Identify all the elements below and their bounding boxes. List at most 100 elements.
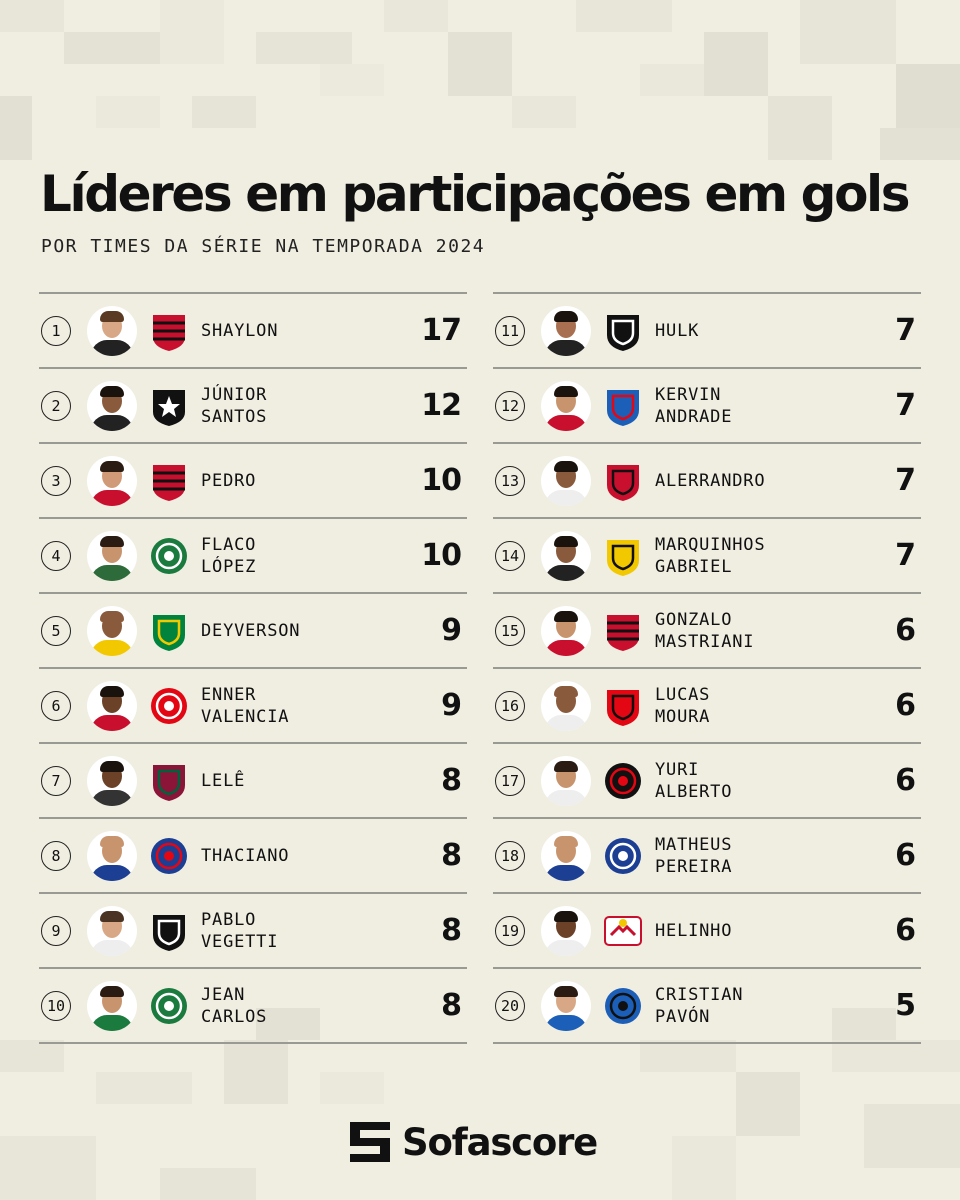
background-pixel-block — [320, 64, 384, 96]
player-name: ENNER VALENCIA — [201, 684, 441, 728]
player-photo — [541, 380, 591, 431]
ranking-row: 11 HULK 7 — [493, 294, 921, 369]
player-name: THACIANO — [201, 845, 441, 867]
player-photo — [87, 980, 137, 1031]
player-hair — [100, 385, 124, 397]
background-pixel-block — [256, 1008, 320, 1040]
sofascore-footer: Sofascore — [350, 1120, 598, 1164]
player-name-line: ALERRANDRO — [655, 470, 766, 491]
background-pixel-block — [96, 96, 160, 128]
background-pixel-block — [384, 0, 448, 32]
bahia-crest-icon — [149, 834, 189, 878]
player-shirt — [91, 414, 133, 431]
player-name-line: LELÊ — [201, 770, 246, 791]
player-name: CRISTIAN PAVÓN — [655, 984, 895, 1028]
ranking-column-right: 11 HULK 7 12 KERVIN ANDRADE 7 13 ALERRANDRO 7 14 MA… — [493, 292, 921, 1044]
background-pixel-block — [640, 1040, 736, 1072]
cruzeiro-crest-icon — [603, 834, 643, 878]
ranking-row: 3 PEDRO 10 — [39, 444, 467, 519]
player-shirt — [545, 1014, 587, 1031]
player-hair — [554, 310, 578, 322]
player-photo — [541, 530, 591, 581]
ranking-row: 4 FLACO LÓPEZ 10 — [39, 519, 467, 594]
athletico-pr-crest-icon — [603, 609, 643, 653]
ranking-row: 19 HELINHO 6 — [493, 894, 921, 969]
rank-badge: 1 — [41, 315, 71, 346]
player-shirt — [545, 939, 587, 956]
ranking-row: 15 GONZALO MASTRIANI 6 — [493, 594, 921, 669]
player-name: JEAN CARLOS — [201, 984, 441, 1028]
player-shirt — [545, 714, 587, 731]
background-pixel-block — [0, 1136, 96, 1200]
rank-badge: 8 — [41, 840, 71, 871]
player-shirt — [91, 864, 133, 881]
player-photo — [87, 680, 137, 731]
ranking-row: 20 CRISTIAN PAVÓN 5 — [493, 969, 921, 1044]
goal-contributions: 8 — [441, 913, 462, 948]
player-hair — [554, 910, 578, 922]
player-shirt — [545, 864, 587, 881]
player-hair — [554, 535, 578, 547]
player-photo — [87, 530, 137, 581]
player-name-line: GONZALO — [655, 609, 733, 630]
rank-badge: 10 — [41, 990, 71, 1021]
goal-contributions: 17 — [421, 313, 462, 348]
background-pixel-block — [64, 32, 160, 64]
goal-contributions: 8 — [441, 763, 462, 798]
sofascore-logo-icon — [350, 1122, 390, 1162]
vasco-crest-icon — [149, 909, 189, 953]
player-name-line: GABRIEL — [655, 556, 733, 577]
player-name-line: CARLOS — [201, 1006, 268, 1027]
vitoria-crest-icon — [603, 459, 643, 503]
ranking-row: 12 KERVIN ANDRADE 7 — [493, 369, 921, 444]
player-photo — [87, 605, 137, 656]
player-name: MARQUINHOS GABRIEL — [655, 534, 895, 578]
player-name-line: VEGETTI — [201, 931, 279, 952]
player-name-line: ENNER — [201, 684, 257, 705]
rank-badge: 18 — [495, 840, 525, 871]
ranking-row: 7 LELÊ 8 — [39, 744, 467, 819]
player-shirt — [545, 639, 587, 656]
player-name: MATHEUS PEREIRA — [655, 834, 895, 878]
ranking-row: 17 YURI ALBERTO 6 — [493, 744, 921, 819]
player-photo — [87, 305, 137, 356]
palmeiras-crest-icon — [149, 534, 189, 578]
background-pixel-block — [896, 64, 960, 128]
fortaleza-crest-icon — [603, 384, 643, 428]
player-hair — [554, 835, 578, 847]
goal-contributions: 6 — [895, 613, 916, 648]
player-name: PABLO VEGETTI — [201, 909, 441, 953]
player-name-line: MASTRIANI — [655, 631, 755, 652]
rank-badge: 7 — [41, 765, 71, 796]
ranking-row: 5 DEYVERSON 9 — [39, 594, 467, 669]
ranking-row: 13 ALERRANDRO 7 — [493, 444, 921, 519]
background-pixel-block — [736, 1072, 800, 1136]
ranking-row: 16 LUCAS MOURA 6 — [493, 669, 921, 744]
rank-badge: 13 — [495, 465, 525, 496]
player-name-line: MOURA — [655, 706, 711, 727]
background-pixel-block — [0, 0, 64, 32]
background-pixel-block — [672, 1136, 736, 1200]
background-pixel-block — [448, 32, 512, 96]
player-shirt — [91, 714, 133, 731]
goal-contributions: 9 — [441, 613, 462, 648]
botafogo-crest-icon — [149, 384, 189, 428]
player-name-line: KERVIN — [655, 384, 722, 405]
rank-badge: 5 — [41, 615, 71, 646]
sao-paulo-crest-icon — [603, 684, 643, 728]
player-shirt — [91, 939, 133, 956]
player-name-line: LUCAS — [655, 684, 711, 705]
background-pixel-block — [640, 64, 704, 96]
player-name-line: HULK — [655, 320, 700, 341]
rank-badge: 11 — [495, 315, 525, 346]
player-name-line: JÚNIOR — [201, 384, 268, 405]
player-photo — [541, 905, 591, 956]
background-pixel-block — [192, 96, 256, 128]
player-name-line: DEYVERSON — [201, 620, 301, 641]
internacional-crest-icon — [149, 684, 189, 728]
player-hair — [100, 685, 124, 697]
background-pixel-block — [224, 1040, 288, 1104]
player-name-line: PABLO — [201, 909, 257, 930]
player-name-line: ALBERTO — [655, 781, 733, 802]
player-name: ALERRANDRO — [655, 470, 895, 492]
